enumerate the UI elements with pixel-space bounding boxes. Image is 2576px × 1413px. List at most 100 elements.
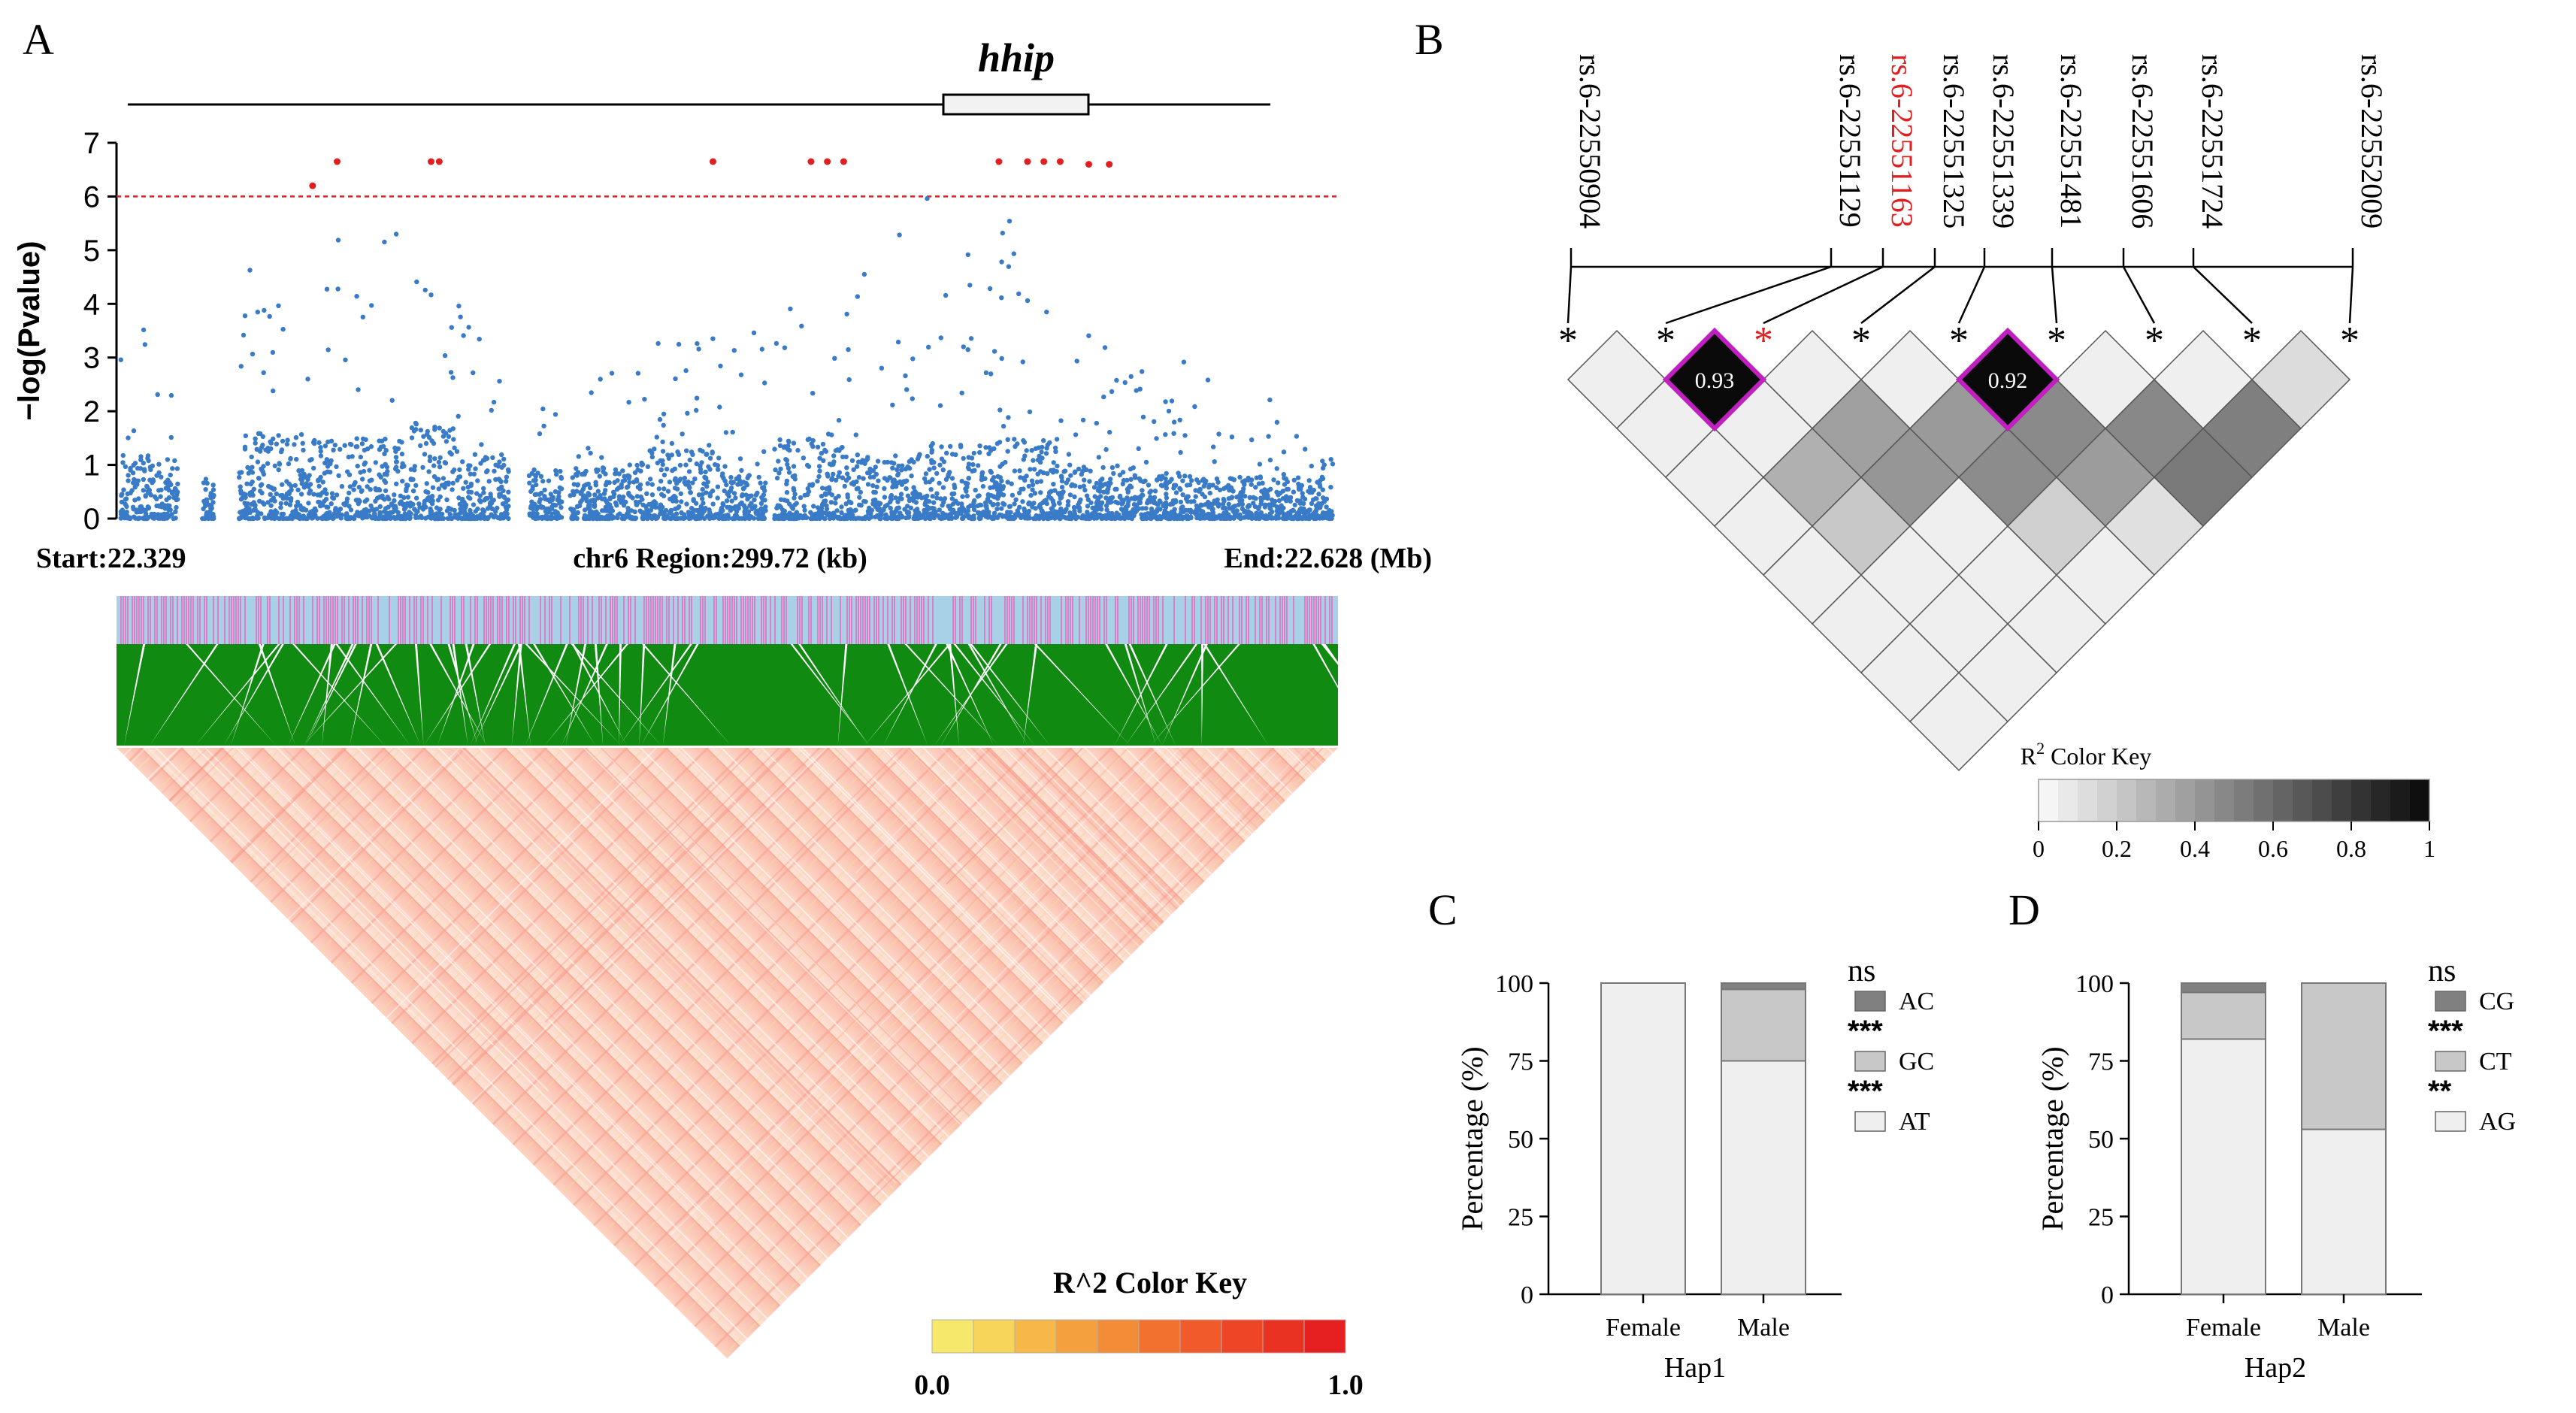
y-tick-label-1: 1 [83, 449, 100, 483]
ld-key-swatch-4 [1097, 1319, 1140, 1354]
r2-key-swatch-9 [2214, 779, 2234, 821]
r2-key-swatch-0 [2039, 779, 2058, 821]
ld-key-swatch-6 [1179, 1319, 1222, 1354]
x-label-C: Hap1 [1664, 1352, 1726, 1384]
y-tick-D-75: 75 [2088, 1048, 2114, 1076]
r2-key-swatch-10 [2234, 779, 2254, 821]
snp-connector-4 [1957, 266, 1986, 324]
legend-label-D-AG: AG [2479, 1108, 2516, 1136]
r2-key-swatch-7 [2175, 779, 2195, 821]
legend-swatch-C-GC [1854, 1051, 1886, 1072]
r2-key-swatch-14 [2312, 779, 2332, 821]
x-label-D: Hap2 [2245, 1352, 2306, 1384]
r2-key-swatch-3 [2097, 779, 2117, 821]
bar-D-Male-CT [2301, 982, 2387, 1130]
snp-connector-8 [2348, 266, 2354, 324]
y-tick-label-6: 6 [83, 180, 100, 213]
ld-key-swatch-5 [1138, 1319, 1181, 1354]
region-start: Start:22.329 [36, 543, 186, 574]
gene-hhip-box [942, 93, 1090, 116]
panel-label-b: B [1415, 15, 1444, 64]
significant-snp-11 [1040, 158, 1048, 165]
ld-heatmap-triangle [117, 748, 1338, 1359]
ld-highlight-cell-1 [1662, 327, 1767, 432]
y-tick-C-50: 50 [1508, 1126, 1533, 1154]
y-tick-D-100: 100 [2075, 970, 2114, 998]
ld-key-swatch-8 [1262, 1319, 1305, 1354]
manhattan-points [118, 195, 1336, 522]
bar-D-Female-AG [2181, 1038, 2266, 1296]
legend-swatch-C-AT [1854, 1111, 1886, 1132]
snp-label-rs.6-22551481: rs.6-22551481 [2054, 54, 2088, 228]
snp-connector-7 [2193, 266, 2253, 324]
sig-C-AT: *** [1848, 1075, 1883, 1108]
bar-C-Female-AT [1600, 982, 1686, 1295]
legend-label-C-AC: AC [1899, 988, 1934, 1015]
r2-key-swatch-8 [2195, 779, 2214, 821]
r2-key-swatch-15 [2332, 779, 2351, 821]
ld-key-swatch-2 [1014, 1319, 1057, 1354]
y-tick-D-25: 25 [2088, 1204, 2114, 1232]
significant-snp-10 [1024, 158, 1031, 165]
significant-snp-2 [333, 158, 341, 165]
snp-star-8: * [2340, 319, 2360, 362]
significant-snp-5 [709, 158, 716, 165]
r2-key-tick-0.6: 0.6 [2258, 835, 2288, 862]
ld-key-swatch-0 [931, 1319, 974, 1354]
snp-connector-6 [2122, 266, 2156, 324]
r2-key-swatch-18 [2390, 779, 2410, 821]
x-tick-C-Female: Female [1606, 1314, 1681, 1342]
legend-label-D-CG: CG [2479, 988, 2514, 1015]
bar-C-Male-AC [1721, 982, 1806, 991]
sig-C-AC: ns [1848, 954, 1875, 988]
significant-snp-14 [1106, 161, 1113, 168]
r2-key-tick-0.4: 0.4 [2180, 835, 2210, 862]
snp-star-6: * [2145, 319, 2164, 362]
y-tick-label-4: 4 [83, 288, 100, 321]
r2-key-tick-0.2: 0.2 [2102, 835, 2132, 862]
snp-connector-1 [1665, 265, 1832, 325]
snp-label-rs.6-22551724: rs.6-22551724 [2196, 54, 2229, 228]
sig-D-AG: ** [2428, 1075, 2452, 1108]
significant-snp-6 [807, 158, 815, 165]
snp-connector-0 [1566, 266, 1573, 324]
bar-D-Female-CT [2181, 991, 2266, 1040]
y-tick-label-0: 0 [83, 503, 100, 536]
y-tick-C-0: 0 [1521, 1281, 1533, 1309]
panel-label-c: C [1428, 885, 1458, 934]
significant-snp-4 [435, 158, 443, 165]
sig-D-CT: *** [2428, 1015, 2463, 1048]
ld-cell-7-8 [2251, 329, 2351, 430]
ld-key-swatch-9 [1303, 1319, 1346, 1354]
r2-key-tick-0: 0 [2033, 835, 2045, 862]
y-tick-label-3: 3 [83, 342, 100, 375]
snp-star-4: * [1949, 319, 1969, 362]
r2-key-swatch-1 [2058, 779, 2078, 821]
ld-key-swatch-3 [1055, 1319, 1098, 1354]
snp-label-rs.6-22551129: rs.6-22551129 [1833, 54, 1867, 228]
snp-label-rs.6-22551339: rs.6-22551339 [1987, 54, 2021, 228]
significant-snp-8 [840, 158, 847, 165]
x-tick-D-Male: Male [2317, 1314, 2370, 1342]
snp-label-rs.6-22551606: rs.6-22551606 [2126, 54, 2160, 228]
r2-key-title: R2 Color Key [2021, 739, 2152, 770]
y-tick-C-75: 75 [1508, 1048, 1533, 1076]
significant-snp-1 [309, 182, 316, 189]
snp-label-rs.6-22550904: rs.6-22550904 [1573, 54, 1607, 228]
legend-label-C-GC: GC [1899, 1048, 1934, 1076]
r2-key-swatch-2 [2078, 779, 2097, 821]
snp-star-5: * [2047, 319, 2066, 362]
r2-key-swatch-6 [2156, 779, 2175, 821]
manhattan-y-label: −log(Pvalue) [13, 241, 46, 421]
gene-label: hhip [978, 35, 1055, 80]
r2-key-swatch-12 [2273, 779, 2293, 821]
x-tick-D-Female: Female [2186, 1314, 2261, 1342]
y-tick-label-7: 7 [83, 127, 100, 160]
significant-snp-13 [1085, 161, 1092, 168]
y-tick-C-25: 25 [1508, 1204, 1533, 1232]
y-tick-label-2: 2 [83, 395, 100, 428]
snp-star-3: * [1851, 319, 1871, 362]
panel-label-a: A [23, 15, 54, 64]
significant-snp-3 [427, 158, 434, 165]
legend-swatch-D-CT [2435, 1051, 2466, 1072]
